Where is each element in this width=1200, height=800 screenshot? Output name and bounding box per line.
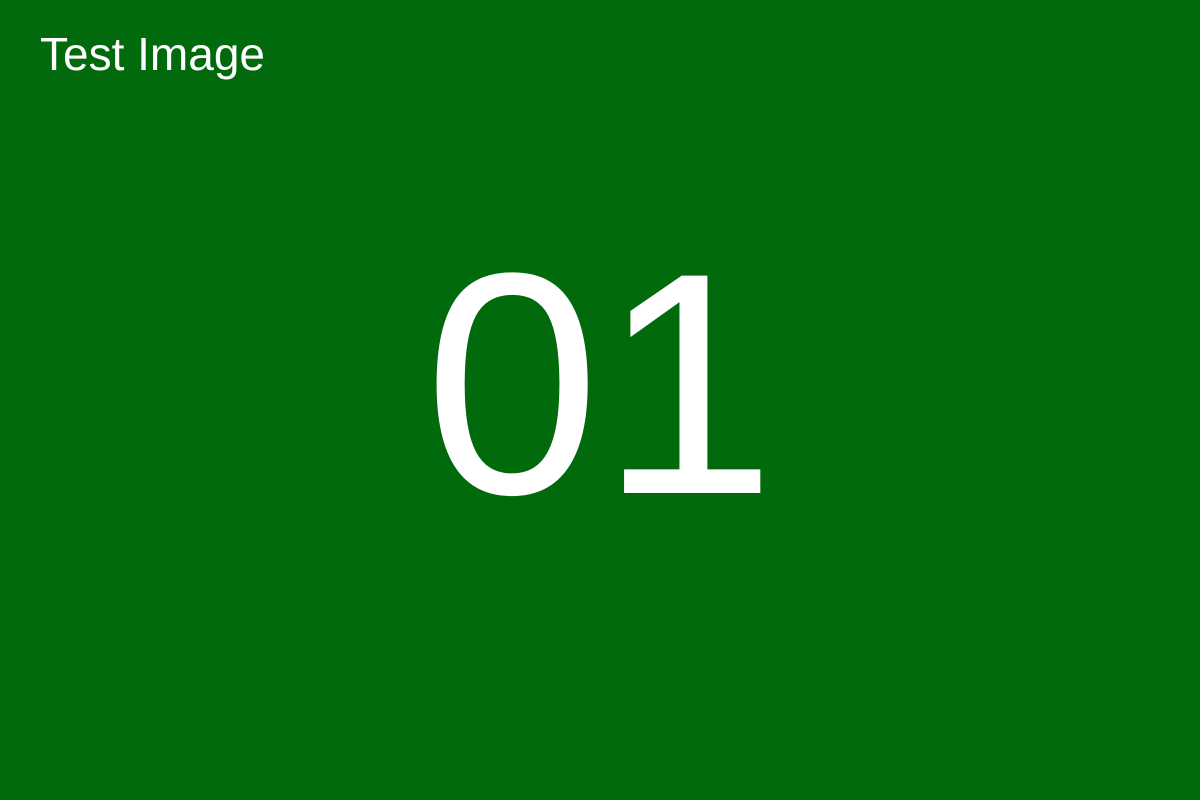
image-number: 01 (424, 207, 776, 560)
image-title: Test Image (40, 28, 265, 80)
